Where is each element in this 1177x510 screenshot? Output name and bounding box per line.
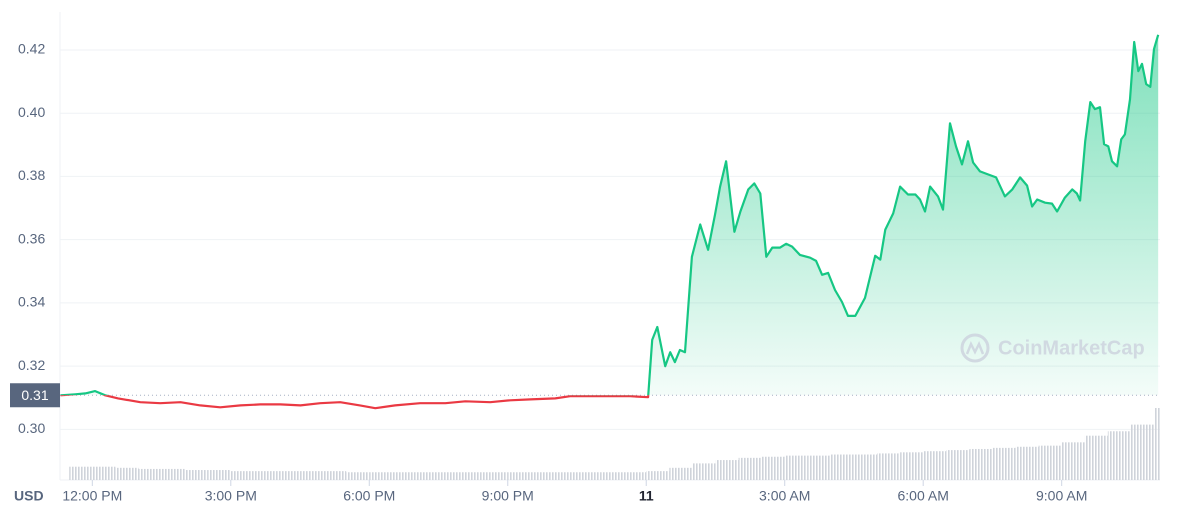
- y-tick-label: 0.34: [18, 294, 45, 310]
- x-tick-label: 12:00 PM: [62, 488, 122, 504]
- volume-bar: [1038, 445, 1062, 480]
- watermark-text: CoinMarketCap: [998, 337, 1145, 359]
- volume-bar: [830, 454, 854, 480]
- x-tick-label: 6:00 AM: [898, 488, 949, 504]
- volume-bar: [807, 455, 831, 480]
- volume-bar: [1061, 442, 1085, 480]
- price-area: [60, 34, 1159, 396]
- volume-bar: [669, 467, 693, 480]
- volume-bar: [738, 457, 762, 480]
- volume-bar: [553, 472, 577, 480]
- volume-bar: [461, 472, 485, 480]
- volume-bar: [207, 470, 231, 480]
- volume-bar: [969, 448, 993, 480]
- x-tick-label: 9:00 PM: [482, 488, 534, 504]
- volume-bar: [253, 471, 277, 480]
- volume-bar: [300, 471, 324, 480]
- volume-bar: [1084, 435, 1108, 480]
- volume-bar: [761, 456, 785, 480]
- y-tick-label: 0.42: [18, 41, 45, 57]
- volume-bar: [438, 472, 462, 480]
- volume-bar: [1015, 446, 1039, 480]
- volume-bar: [923, 451, 947, 480]
- x-tick-label: 6:00 PM: [343, 488, 395, 504]
- volume-bar: [507, 472, 531, 480]
- volume-bar: [161, 468, 185, 480]
- currency-label: USD: [14, 488, 44, 504]
- y-tick-label: 0.32: [18, 357, 45, 373]
- volume-bar: [877, 453, 901, 480]
- volume-bar: [1130, 424, 1154, 480]
- volume-bar: [276, 471, 301, 480]
- volume-bar: [346, 472, 370, 480]
- volume-bar: [415, 472, 439, 480]
- watermark: CoinMarketCap: [960, 333, 1145, 363]
- volume-bar: [369, 472, 393, 480]
- volume-bar: [1153, 408, 1160, 480]
- y-tick-label: 0.36: [18, 230, 45, 246]
- x-tick-label: 11: [639, 488, 654, 504]
- y-tick-label: 0.40: [18, 104, 45, 120]
- volume-bar: [530, 472, 554, 480]
- y-tick-label: 0.30: [18, 420, 45, 436]
- volume-bar: [1107, 431, 1131, 480]
- volume-bar: [623, 472, 647, 480]
- volume-bar: [92, 466, 116, 480]
- y-tick-label: 0.38: [18, 167, 45, 183]
- volume-bar: [115, 467, 139, 480]
- x-tick-label: 3:00 AM: [759, 488, 810, 504]
- x-tick-label: 9:00 AM: [1036, 488, 1087, 504]
- volume-bar: [392, 472, 416, 480]
- x-tick-label: 3:00 PM: [205, 488, 257, 504]
- volume-bar: [853, 454, 878, 480]
- volume-bar: [600, 472, 624, 480]
- volume-bar: [646, 471, 670, 480]
- volume-bar: [784, 455, 808, 480]
- price-line-up: [60, 34, 1160, 396]
- volume-bar: [692, 463, 716, 480]
- volume-bar: [69, 466, 93, 480]
- volume-bar: [138, 468, 162, 480]
- volume-bar: [484, 472, 508, 480]
- volume-bar: [992, 447, 1016, 480]
- volume-bar: [946, 450, 970, 480]
- price-line-down: [60, 395, 650, 410]
- volume-bar: [900, 452, 924, 480]
- volume-bar: [230, 471, 254, 480]
- baseline-label: 0.31: [21, 387, 48, 403]
- baseline-label-box: [10, 383, 60, 408]
- volume-bar: [323, 471, 347, 480]
- volume-bar: [715, 460, 739, 480]
- volume-bar: [184, 470, 208, 480]
- volume-bar: [576, 472, 601, 480]
